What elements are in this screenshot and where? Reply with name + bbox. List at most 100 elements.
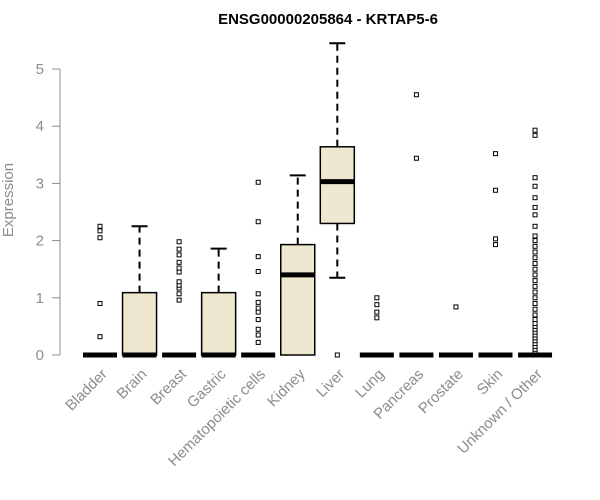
outlier-point — [255, 179, 261, 185]
outlier-point — [532, 195, 538, 201]
box-1 — [121, 225, 158, 358]
outlier-point — [532, 306, 538, 312]
outlier-point — [532, 243, 538, 249]
x-tick-label-7: Lung — [352, 366, 388, 402]
outlier-point — [532, 283, 538, 289]
outlier-point — [532, 223, 538, 229]
outlier-point — [176, 291, 182, 297]
outlier-point — [532, 321, 538, 327]
outlier-point — [255, 339, 261, 345]
outlier-point — [255, 326, 261, 332]
outlier-point — [374, 302, 380, 308]
outlier-point — [532, 233, 538, 239]
outlier-point — [532, 204, 538, 210]
y-tick-label-1: 1 — [36, 290, 44, 307]
x-tick-label-9: Prostate — [415, 366, 467, 418]
outlier-point — [176, 239, 182, 245]
outlier-point — [97, 334, 103, 340]
outlier-point — [176, 297, 182, 303]
outlier-point — [532, 183, 538, 189]
y-tick-label-4: 4 — [36, 118, 44, 135]
outlier-point — [532, 175, 538, 181]
outlier-point — [453, 304, 459, 310]
box-iqr — [280, 243, 316, 356]
outlier-point — [532, 127, 538, 133]
outlier-point — [532, 278, 538, 284]
boxes-layer — [83, 42, 553, 358]
outlier-point — [532, 317, 538, 323]
y-tick-label-0: 0 — [36, 347, 44, 364]
box-4 — [241, 179, 276, 358]
outlier-point — [255, 268, 261, 274]
outlier-point — [255, 309, 261, 315]
y-axis-label: Expression — [0, 163, 17, 237]
outlier-point — [532, 312, 538, 318]
box-0 — [83, 223, 117, 358]
outlier-point — [532, 260, 538, 266]
outlier-point — [532, 272, 538, 278]
box-iqr — [319, 146, 356, 225]
box-2 — [162, 239, 197, 358]
outlier-point — [532, 212, 538, 218]
x-tick-label-1: Brain — [114, 366, 151, 403]
box-9 — [438, 304, 473, 358]
outlier-point — [413, 155, 419, 161]
outlier-point — [176, 246, 182, 252]
outlier-point — [532, 238, 538, 244]
x-tick-label-2: Breast — [147, 365, 190, 408]
x-tick-label-10: Skin — [474, 366, 507, 399]
box-iqr — [121, 291, 158, 356]
outlier-point — [532, 301, 538, 307]
outlier-point — [255, 254, 261, 260]
outlier-point — [493, 187, 498, 193]
outlier-point — [176, 252, 182, 258]
y-tick-label-5: 5 — [36, 61, 44, 78]
outlier-point — [97, 228, 103, 234]
outlier-point — [176, 279, 182, 285]
y-tick-label-3: 3 — [36, 175, 44, 192]
outlier-point — [255, 332, 261, 338]
box-iqr — [200, 291, 237, 356]
outlier-point — [97, 223, 103, 229]
x-tick-label-6: Liver — [313, 366, 348, 401]
outlier-point — [532, 266, 538, 272]
outlier-point — [176, 265, 182, 271]
outlier-point — [493, 151, 498, 157]
outlier-point — [413, 92, 419, 98]
outlier-point — [334, 352, 340, 358]
outlier-point — [176, 259, 182, 265]
outlier-point — [97, 301, 103, 307]
box-6 — [319, 42, 356, 358]
outlier-point — [374, 315, 380, 321]
outlier-point — [493, 236, 498, 242]
outlier-point — [255, 219, 261, 225]
outlier-point — [374, 295, 380, 301]
box-3 — [200, 247, 237, 358]
outlier-point — [532, 132, 538, 138]
outlier-point — [255, 305, 261, 311]
outlier-point — [255, 291, 261, 297]
outlier-point — [532, 255, 538, 261]
outlier-point — [255, 299, 261, 305]
outlier-point — [176, 269, 182, 275]
chart-title: ENSG00000205864 - KRTAP5-6 — [218, 11, 438, 28]
box-10 — [478, 151, 513, 358]
outlier-point — [532, 289, 538, 295]
outlier-point — [255, 317, 261, 323]
outlier-point — [532, 249, 538, 255]
box-8 — [399, 92, 434, 358]
x-tick-label-0: Bladder — [62, 366, 111, 415]
outlier-point — [532, 295, 538, 301]
y-axis: 0 1 2 3 4 5 — [36, 61, 61, 364]
outlier-point — [493, 242, 498, 248]
box-7 — [359, 295, 394, 358]
outlier-point — [97, 235, 103, 241]
box-11 — [518, 127, 553, 358]
y-tick-label-2: 2 — [36, 233, 44, 250]
box-5 — [280, 174, 316, 356]
x-tick-label-5: Kidney — [264, 365, 309, 410]
outlier-point — [374, 309, 380, 315]
